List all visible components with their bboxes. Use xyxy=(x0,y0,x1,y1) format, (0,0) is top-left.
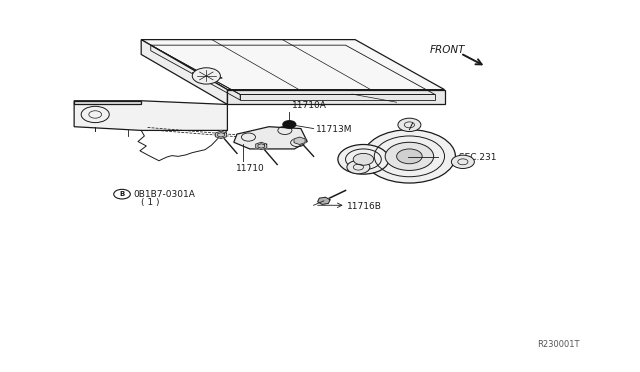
Circle shape xyxy=(283,121,296,128)
Circle shape xyxy=(353,153,374,165)
Text: 11710A: 11710A xyxy=(292,102,327,110)
Polygon shape xyxy=(317,197,330,204)
Circle shape xyxy=(364,130,456,183)
Text: SEE SEC.231: SEE SEC.231 xyxy=(439,153,496,162)
Circle shape xyxy=(192,68,220,84)
Circle shape xyxy=(397,149,422,164)
Circle shape xyxy=(338,144,389,174)
Text: ( 1 ): ( 1 ) xyxy=(141,198,160,207)
Polygon shape xyxy=(234,127,307,149)
Polygon shape xyxy=(256,142,267,150)
Text: R230001T: R230001T xyxy=(537,340,580,349)
Circle shape xyxy=(347,160,370,174)
Polygon shape xyxy=(141,39,227,105)
Circle shape xyxy=(451,155,474,169)
Text: 11716B: 11716B xyxy=(347,202,381,211)
Polygon shape xyxy=(192,73,222,78)
Text: 11713M: 11713M xyxy=(316,125,352,134)
Polygon shape xyxy=(216,131,227,138)
Polygon shape xyxy=(141,39,445,90)
Polygon shape xyxy=(227,90,445,105)
Circle shape xyxy=(398,118,421,132)
Text: FRONT: FRONT xyxy=(430,45,465,55)
Polygon shape xyxy=(74,101,141,105)
Polygon shape xyxy=(294,137,305,144)
Polygon shape xyxy=(74,101,227,131)
Text: B: B xyxy=(120,191,125,197)
Text: 11710: 11710 xyxy=(236,164,264,173)
Circle shape xyxy=(385,142,434,170)
Text: 0B1B7-0301A: 0B1B7-0301A xyxy=(134,190,195,199)
